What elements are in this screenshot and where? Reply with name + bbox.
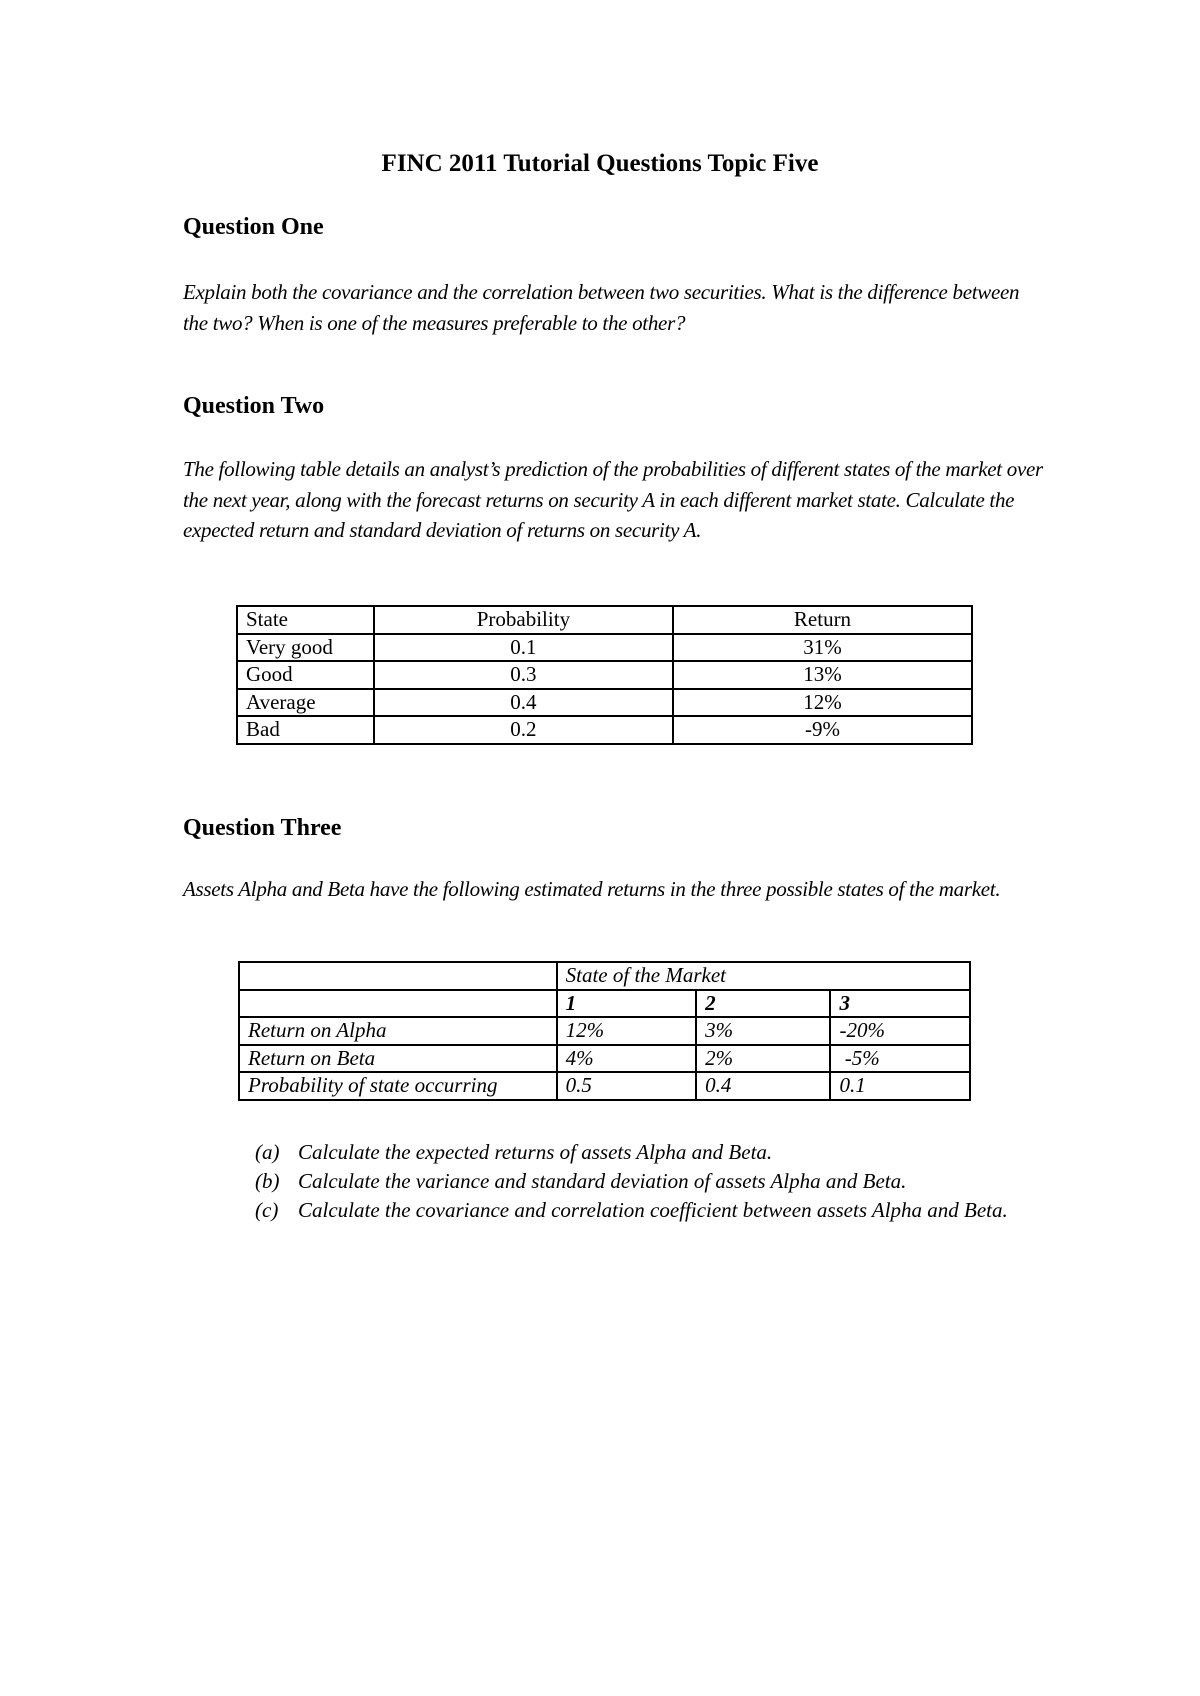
empty-cell [238,961,558,991]
table-cell: Good [236,660,375,690]
question-one-heading: Question One [183,214,324,240]
question-three-text: Assets Alpha and Beta have the following… [183,877,1001,901]
table-row: Return on Beta 4% 2% -5% [238,1043,971,1073]
table-row: Probability of state occurring 0.5 0.4 0… [238,1071,971,1101]
list-text: Calculate the covariance and correlation… [298,1198,1008,1222]
question-two-heading: Question Two [183,393,325,419]
table-cell: Return on Alpha [238,1016,558,1046]
header-cell: Probability [372,605,674,635]
table-header-row: State of the Market [238,961,972,991]
list-item-b: (b) Calculate the variance and standard d… [255,1167,1038,1196]
table-cell: 12% [671,687,974,717]
table-cell: 13% [671,660,974,690]
table-cell: -5% [829,1043,971,1073]
group-header-cell: State of the Market [555,961,972,991]
table-cell: 3% [695,1016,832,1046]
document-title: FINC 2011 Tutorial Questions Topic Five [381,150,819,177]
table-header-row: State Probability Return [236,605,974,635]
table-cell: -9% [671,715,974,745]
list-label: (a) [255,1140,280,1164]
table-row: Return on Alpha 12% 3% -20% [238,1016,971,1046]
table-cell: Probability of state occurring [238,1071,558,1101]
list-item-c: (c) Calculate the covariance and correlat… [255,1196,1038,1225]
table-cell: 2% [695,1043,832,1073]
table-cell: 0.4 [372,687,674,717]
security-a-table: State Probability Return Very good 0.1 3… [236,605,974,745]
table-cell: -20% [829,1016,971,1046]
table-cell: 12% [555,1016,698,1046]
table-cell: 0.3 [372,660,674,690]
table-cell: 0.5 [555,1071,698,1101]
question-one-text: Explain both the covariance and the corr… [183,280,1020,335]
list-item-a: (a) Calculate the expected returns of ass… [255,1138,1038,1167]
table-cell: Return on Beta [238,1043,558,1073]
table-cell: Bad [236,715,375,745]
table-cell: 0.1 [829,1071,971,1101]
list-label: (b) [255,1169,280,1193]
table-row: Very good 0.1 31% [236,632,974,662]
header-cell: State [236,605,375,635]
table-header-row: 1 2 3 [238,988,971,1018]
table-row: Bad 0.2 -9% [236,715,974,745]
table-cell: Average [236,687,375,717]
table-row: Average 0.4 12% [236,687,974,717]
list-text: Calculate the expected returns of assets… [298,1140,773,1164]
state-header-cell: 1 [555,988,698,1018]
alpha-beta-table: State of the Market 1 2 3 Return on Alph… [238,961,972,1101]
table-cell: 0.4 [695,1071,832,1101]
table-cell: 0.2 [372,715,674,745]
table-cell: 0.1 [372,632,674,662]
state-header-cell: 2 [695,988,832,1018]
table-row: Good 0.3 13% [236,660,974,690]
table-cell: 4% [555,1043,698,1073]
list-text: Calculate the variance and standard devi… [298,1169,907,1193]
table-cell: 31% [671,632,974,662]
list-label: (c) [255,1198,279,1222]
question-two-text: The following table details an analyst’s… [183,457,1043,542]
empty-cell [238,988,558,1018]
header-cell: Return [671,605,974,635]
state-header-cell: 3 [829,988,971,1018]
question-three-heading: Question Three [183,815,342,841]
table-cell: Very good [236,632,375,662]
